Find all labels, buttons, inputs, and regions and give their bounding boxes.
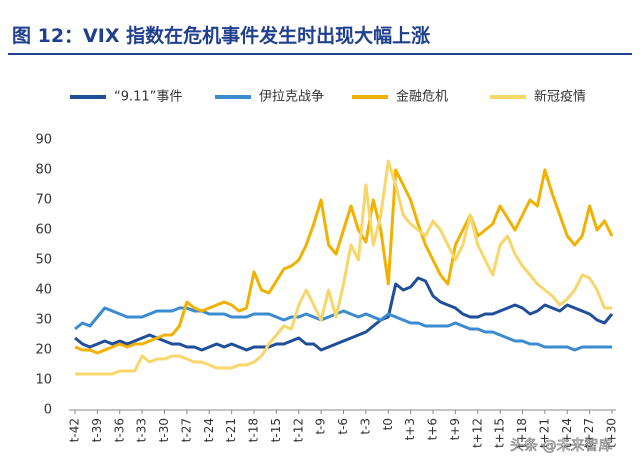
legend-label: 金融危机: [396, 89, 448, 105]
series-line: [74, 306, 612, 352]
legend-label: 伊拉克战争: [259, 90, 324, 105]
x-tick-label: t-9: [314, 418, 328, 435]
y-tick-label: 60: [35, 223, 52, 238]
x-tick-label: t+12: [470, 418, 484, 448]
x-tick-label: t-33: [135, 418, 149, 442]
x-tick-label: t0: [381, 418, 395, 430]
x-tick-label: t-6: [336, 418, 350, 435]
x-tick-label: t-27: [179, 418, 193, 442]
x-tick-label: t-42: [68, 418, 82, 442]
series-line: [74, 276, 614, 352]
x-tick-label: t+6: [426, 418, 440, 440]
x-tick-label: t+21: [537, 418, 551, 448]
x-tick-label: t-21: [224, 418, 238, 442]
series-line: [74, 168, 614, 355]
y-tick-label: 80: [35, 163, 52, 178]
x-tick-label: t-3: [358, 418, 372, 435]
x-tick-label: t+9: [448, 418, 462, 440]
x-tick-label: t+27: [582, 418, 596, 448]
x-tick-label: t-15: [269, 418, 283, 442]
legend-label: “9.11”事件: [114, 90, 182, 105]
x-tick-label: t-39: [90, 418, 104, 442]
x-tick-label: t+18: [515, 418, 529, 448]
y-tick-label: 40: [35, 283, 52, 298]
y-tick-label: 90: [35, 133, 52, 148]
y-tick-label: 70: [35, 193, 52, 208]
y-tick-label: 30: [35, 313, 52, 328]
legend-label: 新冠疫情: [534, 89, 586, 105]
x-tick-label: t+3: [403, 418, 417, 440]
x-tick-label: t-18: [247, 418, 261, 442]
x-tick-label: t-36: [112, 418, 126, 442]
y-tick-label: 50: [35, 253, 52, 268]
series-line: [75, 159, 612, 376]
x-tick-label: t+30: [605, 418, 619, 448]
x-tick-label: t+24: [560, 418, 574, 448]
y-tick-label: 20: [35, 343, 52, 358]
y-tick-label: 0: [44, 403, 52, 418]
chart-title: 图 12：VIX 指数在危机事件发生时出现大幅上涨: [12, 24, 430, 47]
watermark: 头条 @未来智库: [510, 437, 612, 454]
x-tick-label: t-30: [157, 418, 171, 442]
y-tick-label: 10: [35, 373, 52, 388]
x-tick-label: t-12: [291, 418, 305, 442]
x-tick-label: t-24: [202, 418, 216, 442]
x-tick-label: t+15: [493, 418, 507, 448]
